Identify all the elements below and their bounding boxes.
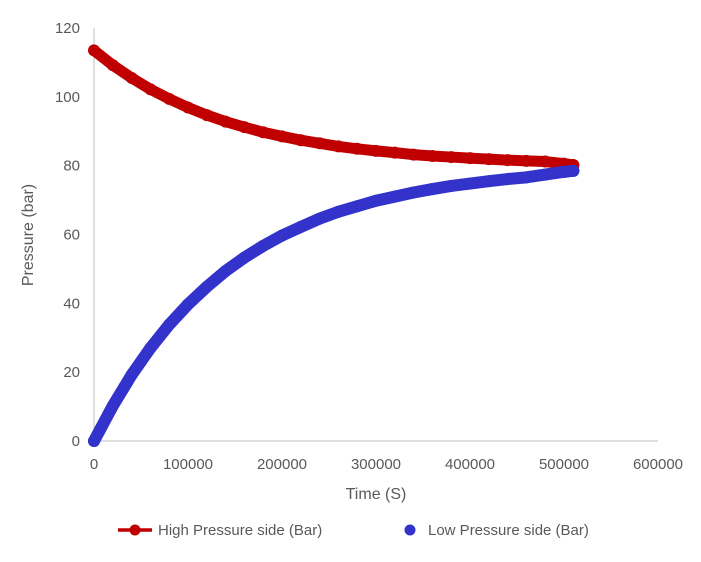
data-point	[426, 150, 439, 163]
data-point	[482, 175, 495, 188]
data-point	[351, 200, 364, 213]
legend-low-pressure-label: Low Pressure side (Bar)	[428, 522, 589, 539]
y-tick-label: 80	[63, 158, 80, 175]
data-point	[520, 154, 533, 167]
x-tick-label: 200000	[257, 456, 307, 473]
data-point	[464, 152, 476, 165]
series-low-pressure	[88, 164, 580, 447]
data-point	[182, 298, 194, 311]
x-tick-label: 300000	[351, 456, 401, 473]
y-tick-label: 60	[63, 227, 80, 244]
data-point	[539, 168, 552, 181]
data-point	[294, 134, 307, 147]
data-point	[351, 142, 364, 155]
data-point	[558, 165, 570, 178]
data-point	[294, 220, 307, 233]
y-tick-label: 40	[63, 295, 80, 312]
data-point	[501, 154, 514, 167]
data-point	[501, 173, 514, 186]
data-point	[464, 177, 476, 190]
legend-item-high-pressure[interactable]: High Pressure side (Bar)	[118, 522, 322, 539]
x-tick-label: 400000	[445, 456, 495, 473]
data-point	[388, 190, 401, 203]
data-point	[238, 251, 251, 264]
data-point	[144, 83, 157, 96]
y-tick-label: 100	[55, 89, 80, 106]
data-point	[238, 121, 251, 134]
y-tick-label: 120	[55, 20, 80, 37]
data-point	[163, 92, 176, 105]
data-point	[88, 44, 100, 57]
data-point	[219, 115, 232, 128]
data-point	[332, 205, 345, 218]
data-point	[370, 194, 382, 207]
x-tick-label: 500000	[539, 456, 589, 473]
data-point	[567, 164, 580, 177]
data-point	[106, 59, 119, 72]
data-point	[276, 130, 288, 143]
y-axis-ticks: 0 20 40 60 80 100 120	[55, 20, 80, 450]
data-point	[388, 146, 401, 159]
data-point	[163, 318, 176, 331]
data-point	[426, 183, 439, 196]
data-point	[482, 153, 495, 166]
data-point	[125, 368, 138, 381]
legend-low-pressure-marker	[404, 524, 416, 536]
data-point	[182, 101, 194, 114]
x-axis-title: Time (S)	[346, 486, 407, 503]
data-point	[407, 186, 420, 199]
data-point	[257, 126, 270, 139]
y-axis-title: Pressure (bar)	[20, 184, 37, 286]
data-point	[219, 264, 232, 277]
data-point	[539, 155, 552, 168]
data-point	[125, 71, 138, 84]
x-tick-label: 100000	[163, 456, 213, 473]
data-point	[200, 109, 213, 122]
legend: High Pressure side (Bar) Low Pressure si…	[118, 522, 589, 539]
data-point	[332, 140, 345, 153]
x-axis-ticks: 0 100000 200000 300000 400000 500000 600000	[90, 456, 683, 473]
data-point	[257, 239, 270, 252]
series-layer	[88, 44, 580, 447]
series-high-pressure	[88, 44, 580, 171]
y-tick-label: 20	[63, 364, 80, 381]
data-point	[144, 342, 157, 355]
data-point	[520, 171, 533, 184]
data-point	[88, 435, 100, 447]
legend-high-pressure-label: High Pressure side (Bar)	[158, 522, 322, 539]
data-point	[200, 280, 213, 293]
data-point	[370, 144, 382, 157]
data-point	[276, 229, 288, 242]
y-tick-label: 0	[72, 433, 80, 450]
legend-high-pressure-marker	[129, 524, 141, 536]
legend-item-low-pressure[interactable]: Low Pressure side (Bar)	[404, 522, 589, 539]
data-point	[445, 151, 458, 164]
x-tick-label: 0	[90, 456, 98, 473]
data-point	[445, 179, 458, 192]
data-point	[106, 399, 119, 412]
data-point	[407, 148, 420, 161]
data-point	[313, 212, 326, 225]
x-tick-label: 600000	[633, 456, 683, 473]
data-point	[313, 137, 326, 150]
